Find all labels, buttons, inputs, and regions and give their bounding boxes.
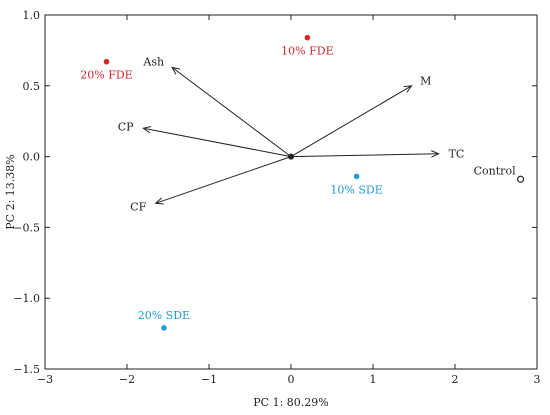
vector-cp-arrowhead (142, 125, 152, 134)
vector-ash-label: Ash (142, 55, 164, 68)
x-tick-label: −1 (201, 373, 217, 386)
x-axis: −3 −2 −1 0 1 2 3 (37, 15, 541, 386)
vector-tc-label: TC (449, 148, 465, 161)
y-axis-label: PC 2: 13.38% (4, 154, 17, 229)
loading-vectors: Ash M CP TC CF (118, 55, 465, 213)
vector-ash-line (171, 66, 292, 157)
point-20-sde (161, 325, 167, 331)
origin-point (288, 153, 294, 160)
x-tick-label: 2 (452, 373, 459, 386)
score-points: 20% FDE 10% FDE 10% SDE 20% SDE Control (80, 34, 525, 331)
vector-cp-line (143, 127, 292, 158)
x-tick-label: −3 (37, 373, 53, 386)
point-20-fde-label: 20% FDE (80, 69, 132, 82)
vector-m-label: M (420, 75, 431, 88)
vector-tc-line (290, 153, 439, 158)
vector-cf-line (155, 156, 292, 204)
point-control-label: Control (474, 164, 516, 177)
x-axis-label: PC 1: 80.29% (253, 396, 328, 409)
point-control (516, 175, 525, 183)
y-tick-label: −0.5 (13, 221, 40, 234)
point-10-fde (304, 34, 311, 41)
point-10-sde-label: 10% SDE (330, 183, 382, 196)
vector-ash-arrowhead (171, 66, 181, 75)
vector-cp-label: CP (118, 120, 134, 133)
y-tick-label: 0.0 (23, 151, 41, 164)
x-tick-label: −2 (119, 373, 135, 386)
y-tick-label: −1.5 (13, 363, 40, 376)
point-20-sde-label: 20% SDE (138, 309, 190, 322)
vector-m-line (290, 85, 412, 158)
y-axis: 1.0 0.5 0.0 −0.5 −1.0 −1.5 (13, 9, 537, 376)
point-10-sde (353, 173, 360, 180)
x-tick-label: 1 (370, 373, 377, 386)
x-tick-label: 3 (534, 373, 541, 386)
point-10-fde-label: 10% FDE (281, 45, 333, 58)
vector-cf-arrowhead (154, 197, 164, 205)
vector-cf-label: CF (130, 201, 146, 214)
vector-tc-arrowhead (431, 150, 440, 158)
vector-m-arrowhead (403, 85, 413, 93)
y-tick-label: 0.5 (23, 80, 41, 93)
y-tick-label: −1.0 (13, 292, 40, 305)
y-tick-label: 1.0 (23, 9, 41, 22)
x-tick-label: 0 (288, 373, 295, 386)
point-20-fde (103, 58, 110, 65)
